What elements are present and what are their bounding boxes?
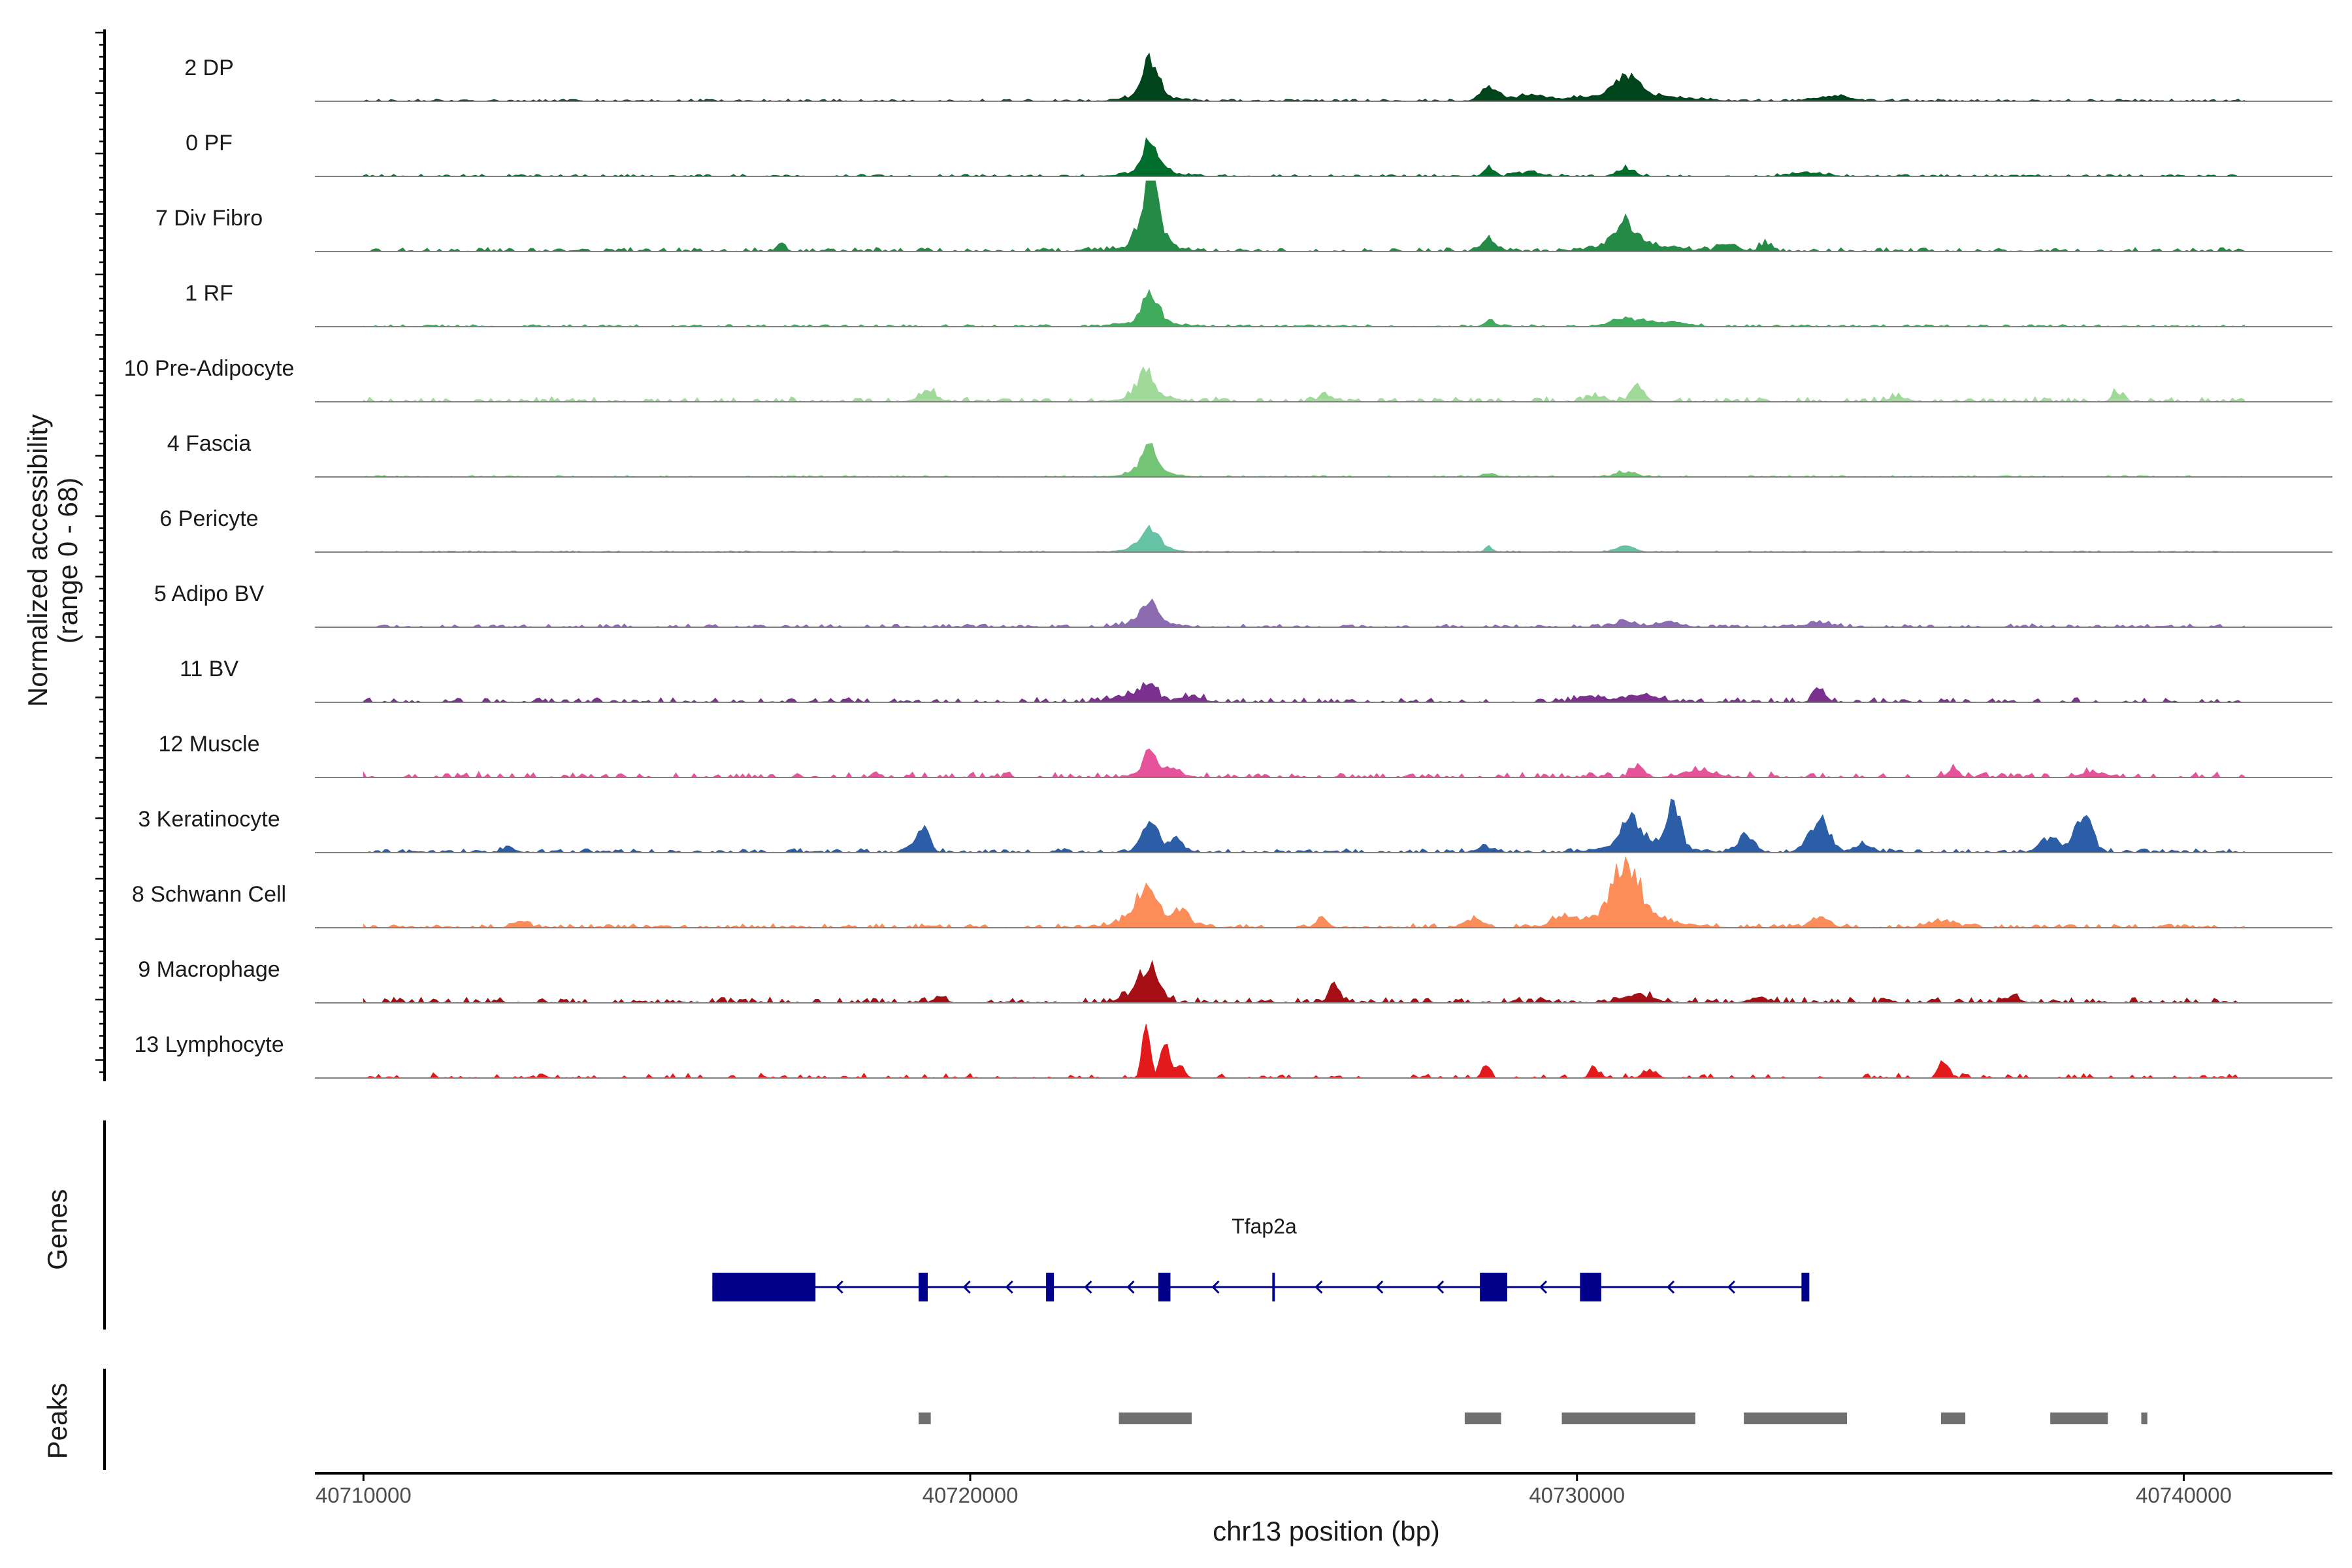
gene-name-label: Tfap2a <box>1232 1215 1297 1238</box>
coverage-tracks: 2 DP 0 PF 7 Div Fibro 1 RF 10 Pre-Adipocyte 4… <box>124 52 2332 1079</box>
gene-exon <box>1480 1273 1507 1301</box>
coverage-area <box>363 289 2245 327</box>
peak-region <box>1464 1413 1501 1424</box>
track-label: 3 Keratinocyte <box>138 807 280 832</box>
track-label: 2 DP <box>184 56 234 80</box>
peak-region <box>2141 1413 2148 1424</box>
peak-track <box>919 1413 2148 1424</box>
y-axis-title-line2: (range 0 - 68) <box>52 478 83 644</box>
track-label: 8 Schwann Cell <box>132 882 286 907</box>
strand-arrow <box>1727 1280 1735 1294</box>
strand-arrow <box>1084 1280 1092 1294</box>
x-tick-label: 40710000 <box>316 1483 412 1507</box>
x-tick-label: 40740000 <box>2136 1483 2232 1507</box>
track-label: 10 Pre-Adipocyte <box>124 356 295 381</box>
peak-region <box>1119 1413 1192 1424</box>
track-label: 0 PF <box>186 131 233 155</box>
genes-track-label: Genes <box>42 1189 73 1270</box>
strand-arrow <box>1126 1280 1135 1294</box>
coverage-area <box>363 180 2245 252</box>
peak-region <box>2050 1413 2108 1424</box>
strand-arrow <box>1005 1280 1013 1294</box>
track-label: 9 Macrophage <box>138 957 280 982</box>
track-label: 11 BV <box>180 657 238 681</box>
coverage-area <box>363 748 2245 778</box>
x-tick-label: 40730000 <box>1529 1483 1625 1507</box>
coverage-area <box>363 856 2245 928</box>
track-label: 1 RF <box>185 281 233 306</box>
strand-arrow <box>1315 1280 1323 1294</box>
coverage-area <box>363 598 2245 628</box>
peak-region <box>919 1413 931 1424</box>
gene-exon <box>1158 1273 1171 1301</box>
track-label: 5 Adipo BV <box>154 581 265 606</box>
gene-exon <box>1046 1273 1054 1301</box>
strand-arrow <box>1375 1280 1384 1294</box>
y-axis-title-line1: Normalized accessibility <box>22 414 53 707</box>
x-axis-title: chr13 position (bp) <box>1213 1516 1440 1546</box>
peak-region <box>1940 1413 1966 1424</box>
gene-exon <box>712 1273 816 1301</box>
x-tick-label: 40720000 <box>923 1483 1019 1507</box>
gene-exon <box>1801 1273 1810 1301</box>
gene-exon <box>1580 1273 1601 1301</box>
track-label: 13 Lymphocyte <box>134 1032 284 1057</box>
coverage-area <box>363 525 2245 553</box>
track-label: 4 Fascia <box>167 431 252 456</box>
gene-exon <box>919 1273 928 1301</box>
track-label: 7 Div Fibro <box>155 206 263 231</box>
coverage-area <box>363 681 2245 703</box>
strand-arrow <box>1539 1280 1548 1294</box>
peaks-track-label: Peaks <box>42 1383 73 1460</box>
track-label: 6 Pericyte <box>159 506 258 531</box>
strand-arrow <box>1211 1280 1220 1294</box>
coverage-area <box>363 52 2245 102</box>
peak-region <box>1561 1413 1695 1424</box>
axes-layer: 40710000 40720000 40730000 40740000 <box>95 29 2332 1507</box>
strand-arrow <box>1666 1280 1675 1294</box>
gene-track <box>712 1273 1810 1301</box>
coverage-area <box>363 366 2245 402</box>
coverage-area <box>363 137 2245 177</box>
coverage-area <box>363 798 2245 853</box>
strand-arrow <box>962 1280 971 1294</box>
track-label: 12 Muscle <box>159 732 260 757</box>
coverage-area <box>363 442 2245 478</box>
strand-arrow <box>835 1280 843 1294</box>
strand-arrow <box>1436 1280 1445 1294</box>
coverage-area <box>363 1024 2245 1079</box>
peak-region <box>1744 1413 1848 1424</box>
coverage-area <box>363 960 2245 1004</box>
